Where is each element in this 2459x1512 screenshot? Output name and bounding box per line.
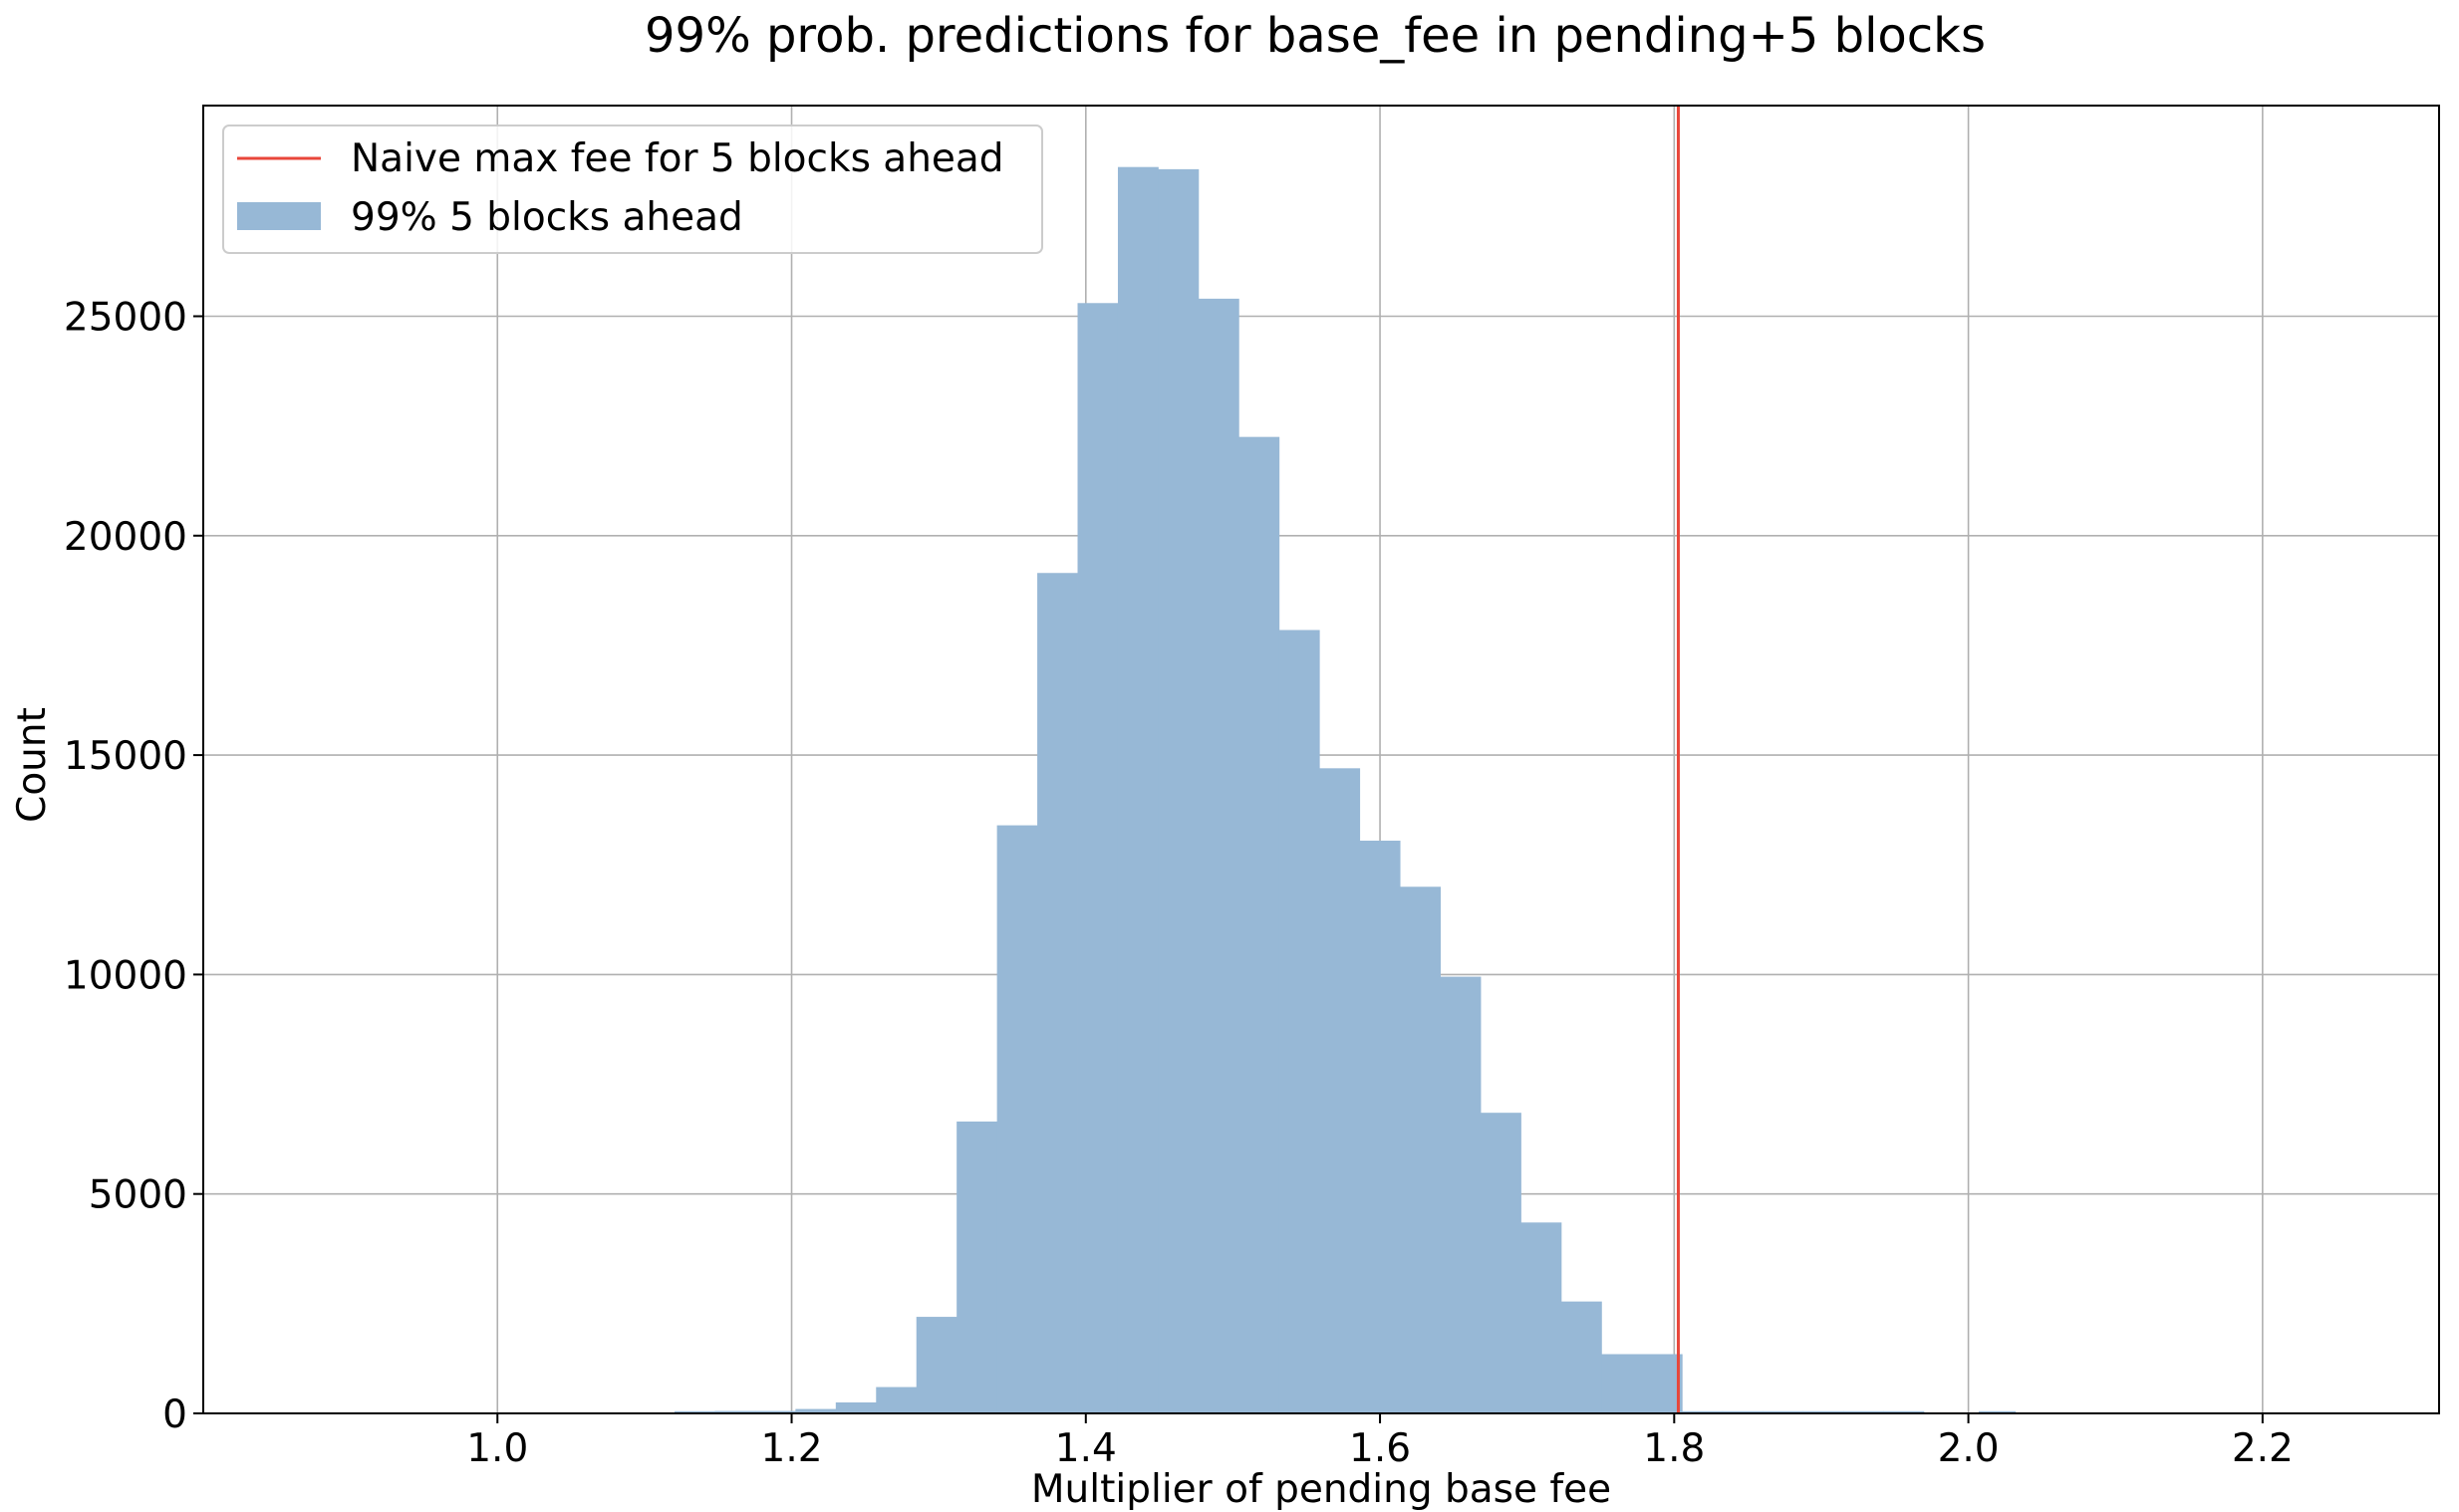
legend-patch-swatch bbox=[237, 202, 321, 230]
x-tick-label: 1.8 bbox=[1643, 1426, 1705, 1471]
y-tick-label: 0 bbox=[162, 1392, 187, 1437]
histogram-bar bbox=[675, 1410, 715, 1413]
histogram-bar bbox=[1481, 1113, 1521, 1413]
histogram-bar bbox=[1077, 303, 1119, 1413]
histogram-bar bbox=[1560, 1301, 1602, 1413]
x-tick-label: 1.2 bbox=[761, 1426, 823, 1471]
x-tick-label: 1.6 bbox=[1349, 1426, 1411, 1471]
histogram-bar bbox=[1641, 1354, 1683, 1413]
y-tick-label: 20000 bbox=[64, 515, 187, 560]
histogram-bar bbox=[1520, 1222, 1562, 1413]
x-axis-label: Multiplier of pending base fee bbox=[1031, 1467, 1611, 1512]
histogram-bar bbox=[1278, 630, 1320, 1413]
y-tick-label: 15000 bbox=[64, 734, 187, 779]
histogram-bar bbox=[1359, 841, 1401, 1413]
histogram-bar bbox=[754, 1410, 796, 1413]
legend-label-99-percent: 99% 5 blocks ahead bbox=[351, 195, 743, 240]
histogram-bar bbox=[1158, 168, 1200, 1414]
y-tick-label: 25000 bbox=[64, 295, 187, 340]
x-axis-ticks: 1.0 1.2 1.4 1.6 1.8 2.0 2.2 bbox=[466, 1413, 2294, 1471]
x-tick-label: 1.0 bbox=[466, 1426, 528, 1471]
histogram-bar bbox=[876, 1386, 918, 1413]
histogram-bar bbox=[1319, 768, 1361, 1413]
histogram-bar bbox=[1198, 298, 1239, 1414]
plot-frame bbox=[202, 105, 2440, 1414]
histogram-bar bbox=[1440, 976, 1482, 1413]
histogram-bar bbox=[1037, 573, 1078, 1413]
y-axis-ticks: 0 5000 10000 15000 20000 25000 bbox=[64, 295, 203, 1437]
legend: Naive max fee for 5 blocks ahead 99% 5 b… bbox=[222, 125, 1043, 254]
histogram-bar bbox=[1802, 1410, 1844, 1413]
x-tick-label: 2.2 bbox=[2232, 1426, 2294, 1471]
histogram-bar bbox=[1601, 1354, 1643, 1413]
histogram-bar bbox=[714, 1410, 756, 1413]
histogram-bar bbox=[1400, 886, 1441, 1413]
x-tick-label: 2.0 bbox=[1938, 1426, 2000, 1471]
y-tick-label: 10000 bbox=[64, 953, 187, 998]
histogram-bar bbox=[1843, 1410, 1884, 1413]
histogram-bar bbox=[795, 1408, 837, 1413]
histogram-bar bbox=[916, 1317, 957, 1413]
x-tick-label: 1.4 bbox=[1055, 1426, 1117, 1471]
chart-title: 99% prob. predictions for base_fee in pe… bbox=[645, 8, 1986, 64]
legend-frame bbox=[222, 125, 1043, 254]
histogram-bar bbox=[1117, 166, 1159, 1413]
legend-label-naive-max-fee: Naive max fee for 5 blocks ahead bbox=[351, 136, 1004, 181]
histogram-bar bbox=[996, 825, 1038, 1413]
histogram-bar bbox=[956, 1121, 998, 1413]
histogram-bar bbox=[1238, 436, 1280, 1414]
y-tick-label: 5000 bbox=[89, 1173, 187, 1218]
histogram-bar bbox=[1682, 1410, 1724, 1413]
histogram-bar bbox=[1763, 1410, 1804, 1413]
histogram-bar bbox=[835, 1401, 877, 1413]
y-axis-label: Count bbox=[10, 707, 55, 823]
histogram-bar bbox=[1722, 1410, 1764, 1413]
histogram-bar bbox=[1883, 1410, 1925, 1413]
histogram-bar bbox=[1978, 1410, 2017, 1413]
histogram-bars bbox=[675, 166, 2017, 1414]
